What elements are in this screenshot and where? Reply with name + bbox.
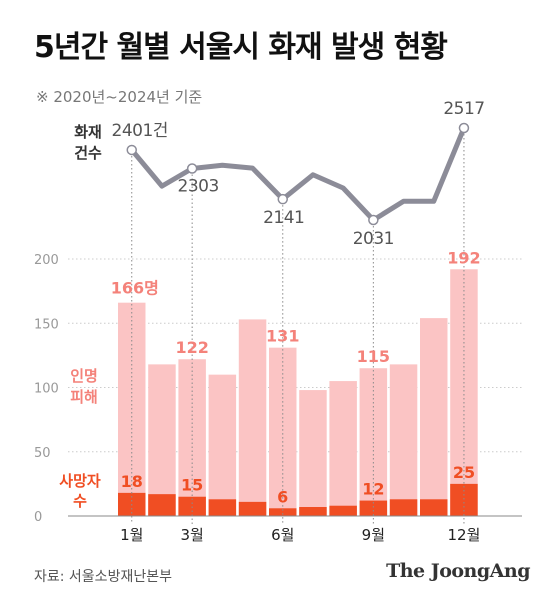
fires-value-label: 2517 xyxy=(443,99,484,119)
x-tick-label: 3월 xyxy=(180,526,203,544)
fires-legend-label: 화재 xyxy=(74,123,102,141)
injury-bar xyxy=(389,364,418,516)
label-layer: 2401건 2303 2141 2031 2517 166명 122 131 115 192 18 1… xyxy=(111,99,485,506)
injury-bar xyxy=(178,359,206,516)
y-tick-label: 0 xyxy=(34,510,42,525)
fires-point-marker xyxy=(368,214,379,226)
grid-layer: 0 50 100 150 200 xyxy=(34,253,522,525)
injury-bar xyxy=(208,374,237,516)
fires-value-label: 2303 xyxy=(178,177,219,197)
fires-value-label: 2141 xyxy=(263,208,304,228)
chart-title: 5년간 월별 서울시 화재 발생 현황 xyxy=(34,30,448,65)
x-tick-label: 6월 xyxy=(271,526,294,544)
injury-value-label: 192 xyxy=(447,248,480,267)
x-tick-label: 9월 xyxy=(362,526,385,544)
death-legend-label: 사망자 xyxy=(59,472,101,490)
death-value-label: 6 xyxy=(277,487,288,506)
fires-value-label: 2031 xyxy=(353,229,394,249)
death-bar xyxy=(359,500,388,516)
fires-point-marker xyxy=(126,144,137,156)
injury-bar xyxy=(148,364,176,516)
fires-value-label: 2401건 xyxy=(112,121,168,141)
death-value-label: 18 xyxy=(121,472,143,491)
injury-value-label: 122 xyxy=(175,338,208,357)
death-bar xyxy=(329,505,357,516)
death-bar xyxy=(238,501,267,516)
chart-subtitle: ※ 2020년~2024년 기준 xyxy=(36,88,203,106)
injury-bar xyxy=(269,347,297,516)
fires-point-marker xyxy=(277,193,288,205)
fires-point-marker xyxy=(186,163,198,174)
injury-bar xyxy=(299,390,327,516)
y-tick-label: 50 xyxy=(34,446,51,461)
x-tick-label: 1월 xyxy=(120,526,143,544)
publisher-logo: The JoongAng xyxy=(386,560,530,582)
y-tick-label: 200 xyxy=(34,253,59,268)
death-bar xyxy=(148,494,176,516)
injury-legend-label: 피해 xyxy=(70,388,98,406)
injury-bar xyxy=(238,319,267,516)
death-bar xyxy=(269,508,297,516)
injury-bar xyxy=(329,381,357,516)
fires-line xyxy=(129,125,467,223)
death-value-label: 12 xyxy=(362,480,384,499)
injury-bar xyxy=(420,318,448,516)
injury-value-label: 115 xyxy=(357,347,390,366)
injury-value-label: 131 xyxy=(266,327,299,346)
x-axis: 1월 3월 6월 9월 12월 xyxy=(68,515,522,544)
leader-layer xyxy=(131,134,465,524)
y-tick-label: 100 xyxy=(34,382,59,397)
death-bar xyxy=(420,499,448,516)
death-bar xyxy=(389,499,418,516)
death-legend-label: 수 xyxy=(73,492,87,510)
injury-legend-label: 인명 xyxy=(70,367,98,385)
bars-layer xyxy=(118,269,478,516)
fires-point-marker xyxy=(458,122,470,134)
fires-legend-label: 건수 xyxy=(74,144,102,162)
death-value-label: 25 xyxy=(453,463,475,482)
injury-value-label: 166명 xyxy=(111,279,159,298)
y-tick-label: 150 xyxy=(34,317,59,332)
death-bar xyxy=(299,507,327,516)
death-value-label: 15 xyxy=(181,476,203,495)
death-bar xyxy=(178,496,206,516)
source-note: 자료: 서울소방재난본부 xyxy=(34,569,172,585)
death-bar xyxy=(208,499,237,516)
x-tick-label: 12월 xyxy=(448,526,481,544)
line-layer xyxy=(126,122,470,226)
